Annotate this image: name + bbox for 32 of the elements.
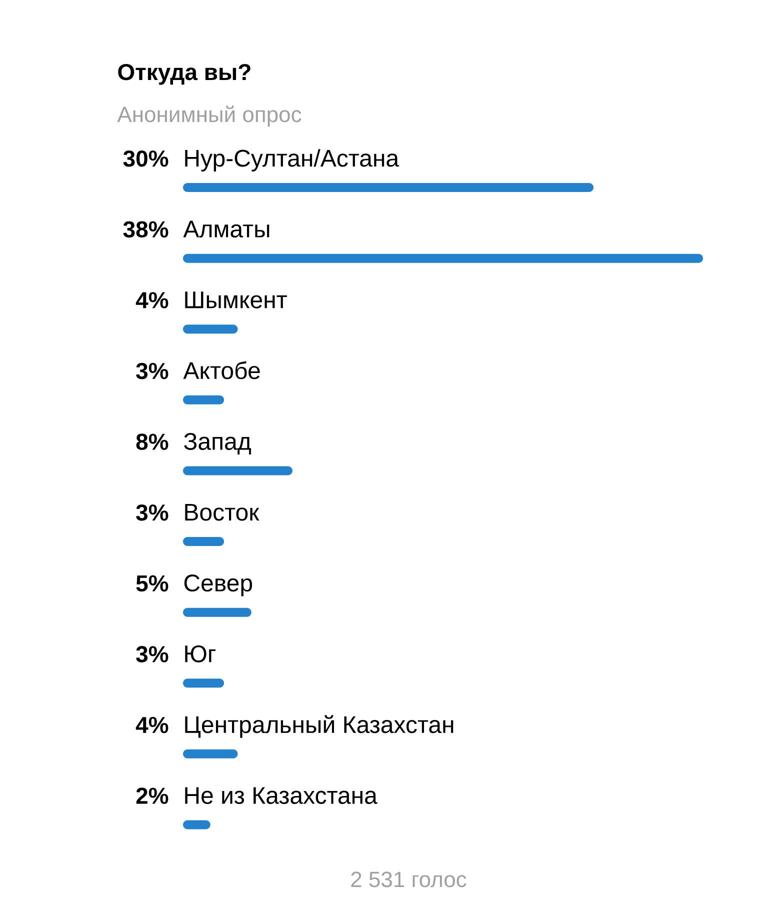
data-label: 4%: [136, 716, 168, 734]
bar: [183, 678, 224, 688]
bar: [183, 183, 594, 192]
data-label: 3%: [136, 362, 168, 380]
data-label: 4%: [136, 292, 168, 308]
bar: [183, 537, 224, 546]
y-tick-label: Шымкент: [185, 292, 287, 308]
bar: [183, 324, 238, 334]
data-label: 38%: [123, 221, 168, 238]
data-label: 2%: [136, 788, 168, 804]
chart-subtitle: Анонимный опрос: [117, 106, 302, 127]
y-tick-label: Запад: [184, 432, 251, 454]
y-tick-label: Не из Казахстана: [185, 787, 378, 804]
bar: [183, 749, 238, 758]
y-tick-label: Нур-Султан/Астана: [185, 149, 400, 172]
chart-title: Откуда вы?: [118, 64, 250, 85]
bar: [183, 254, 704, 263]
data-label: 3%: [136, 504, 168, 521]
data-label: 5%: [136, 575, 168, 592]
text: 2 531 голос: [351, 872, 466, 888]
y-tick-label: Север: [184, 574, 252, 596]
bar: [183, 395, 224, 404]
y-tick-label: Юг: [185, 645, 216, 662]
data-label: 8%: [136, 434, 168, 450]
y-tick-label: Актобе: [183, 361, 260, 380]
bar: [183, 608, 252, 617]
y-tick-label: Восток: [185, 504, 260, 521]
y-tick-label: Алматы: [183, 220, 270, 238]
bar: [183, 466, 292, 476]
y-tick-label: Центральный Казахстан: [185, 715, 454, 738]
data-label: 3%: [136, 646, 168, 662]
data-label: 30%: [123, 150, 168, 167]
